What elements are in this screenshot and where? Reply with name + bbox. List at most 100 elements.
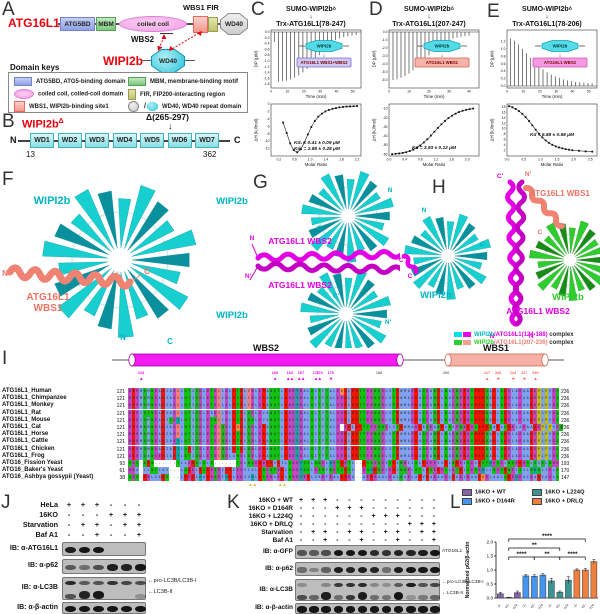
species-name: ATG16L1_Rat [2,409,41,416]
residue-cell: A [157,431,162,439]
residue-cell: L [202,402,207,410]
wd40-propeller [529,220,600,301]
residue-cell: P [537,388,541,395]
residue-cell: S [194,438,199,446]
residue-cell: S [347,467,352,475]
j-blot-label: IB: α-LC3B [21,584,58,591]
propeller-blade [573,264,596,291]
residue-cell: L [254,402,259,410]
residue-cell: E [224,424,229,431]
propeller-blade [569,227,576,254]
residue-cell: A [522,452,526,460]
residue-cell: E [451,467,456,475]
panel-d-letter: D [369,0,383,20]
wbs2-cylinder [131,353,401,367]
residue-cell: A [492,474,497,482]
residue-cell: E [369,438,374,446]
binding-ytick: 16 [502,110,506,114]
residue-cell: - [139,460,143,467]
residue-cell: A [429,438,433,446]
propeller-blade [435,217,447,250]
residue-cell: K [462,395,467,403]
residue-cell: Q [485,431,489,439]
residue-cell: T [187,409,192,417]
residue-cell: R [131,395,136,403]
residue-cell: R [473,416,478,424]
end-residue-number: 236 [561,453,570,460]
residue-cell: E [206,402,210,410]
residue-cell: E [451,402,456,410]
residue-cell: C [217,402,221,410]
residue-cell: L [202,424,207,431]
propeller-blade [324,320,343,348]
k-condition-symbol: - [324,505,327,512]
residue-cell: N [444,431,448,439]
residue-cell: I [191,438,195,446]
residue-cell: E [458,416,463,424]
residue-cell: Q [128,474,132,482]
thermo-ytick: 0.0 [383,30,388,34]
k-condition-symbol: + [383,513,388,520]
wd-repeat-box: WD4 [112,133,137,148]
k-blot-membrane [295,579,440,601]
residue-cell: L [511,395,515,403]
residue-cell: N [150,402,155,410]
interaction-arrows [157,31,202,51]
residue-cell: T [276,445,281,453]
residue-cell: A [421,424,426,431]
residue-cell: S [496,460,500,467]
residue-cell: K [131,416,136,424]
propeller-blade [318,188,343,212]
fir-swatch-icon [128,89,136,100]
binding-ytick: -10 [383,107,388,111]
start-residue-number: 121 [116,446,125,453]
residue-cell: V [388,402,393,410]
propeller-blade [307,292,340,312]
residue-cell: L [540,388,545,395]
residue-cell: Y [295,388,300,395]
binding-data-point [331,107,334,110]
residue-cell: R [440,424,445,431]
residue-cell: D [128,424,132,431]
residue-cell: Y [299,460,303,467]
residue-cell: Q [310,416,314,424]
residue-cell: E [291,431,296,439]
residue-cell: V [388,445,393,453]
residue-cell: E [154,452,158,460]
residue-cell: D [250,388,255,395]
residue-cell: E [380,409,385,417]
residue-cell: L [473,460,478,467]
thermo-xtick: 20 [302,90,306,94]
residue-cell: Q [273,438,277,446]
residue-cell: A [522,409,526,417]
propeller-blade [320,173,345,210]
j-band [78,546,90,554]
propeller-blade [42,240,109,259]
residue-cell: S [473,467,478,475]
residue-cell: A [429,431,433,439]
residue-cell: C [217,395,221,403]
thermo-ylabel: DP (μW) [490,50,495,67]
residue-cell: R [306,474,311,482]
residue-cell: I [165,388,169,395]
k-condition-symbol: + [311,529,316,536]
thermo-xtick: 0 [506,90,508,94]
residue-cell: L [243,445,247,453]
significance-stars: **** [567,551,578,558]
residue-cell: L [440,438,445,446]
thermo-ytick: -1.6 [264,76,270,80]
residue-cell: Q [273,424,277,431]
binding-data-point [394,152,397,155]
residue-cell: T [358,395,363,403]
propeller-blade [452,261,476,290]
residue-cell: K [462,409,467,417]
residue-cell: K [518,460,523,467]
binding-ytick: -6 [266,124,269,128]
residue-cell: A [265,416,270,424]
j-band [64,594,76,599]
residue-cell: K [529,409,534,417]
j-condition-symbol: - [67,530,71,539]
residue-cell: R [392,467,396,475]
